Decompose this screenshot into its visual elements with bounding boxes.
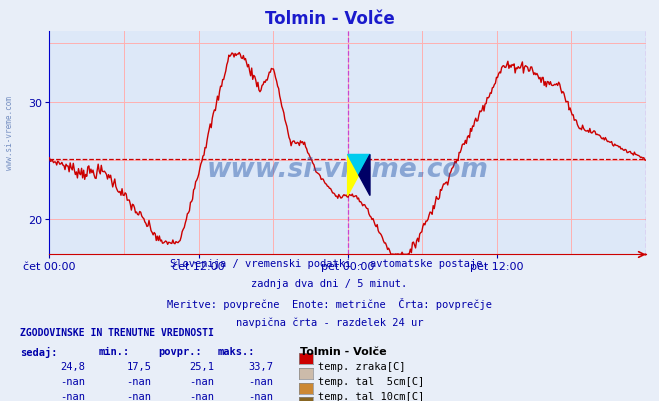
Text: -nan: -nan <box>248 391 273 401</box>
Text: min.:: min.: <box>99 346 130 356</box>
Text: www.si-vreme.com: www.si-vreme.com <box>5 95 14 169</box>
Text: 24,8: 24,8 <box>61 361 86 371</box>
Text: sedaj:: sedaj: <box>20 346 57 357</box>
Text: Tolmin - Volče: Tolmin - Volče <box>300 346 386 356</box>
Text: www.si-vreme.com: www.si-vreme.com <box>207 157 488 183</box>
Polygon shape <box>348 155 358 196</box>
Text: -nan: -nan <box>248 376 273 386</box>
Text: -nan: -nan <box>61 376 86 386</box>
Text: Tolmin - Volče: Tolmin - Volče <box>265 10 394 28</box>
Text: temp. tal 10cm[C]: temp. tal 10cm[C] <box>318 391 424 401</box>
Text: 25,1: 25,1 <box>189 361 214 371</box>
Polygon shape <box>348 155 370 176</box>
Text: temp. tal  5cm[C]: temp. tal 5cm[C] <box>318 376 424 386</box>
Text: 17,5: 17,5 <box>127 361 152 371</box>
Text: zadnja dva dni / 5 minut.: zadnja dva dni / 5 minut. <box>251 278 408 288</box>
Text: ZGODOVINSKE IN TRENUTNE VREDNOSTI: ZGODOVINSKE IN TRENUTNE VREDNOSTI <box>20 327 214 337</box>
Text: -nan: -nan <box>189 376 214 386</box>
Text: Meritve: povprečne  Enote: metrične  Črta: povprečje: Meritve: povprečne Enote: metrične Črta:… <box>167 297 492 309</box>
Text: temp. zraka[C]: temp. zraka[C] <box>318 361 406 371</box>
Text: -nan: -nan <box>127 376 152 386</box>
Text: -nan: -nan <box>127 391 152 401</box>
Polygon shape <box>358 155 370 196</box>
Text: maks.:: maks.: <box>217 346 255 356</box>
Text: povpr.:: povpr.: <box>158 346 202 356</box>
Text: -nan: -nan <box>61 391 86 401</box>
Text: navpična črta - razdelek 24 ur: navpična črta - razdelek 24 ur <box>236 316 423 327</box>
Text: 33,7: 33,7 <box>248 361 273 371</box>
Text: Slovenija / vremenski podatki - avtomatske postaje.: Slovenija / vremenski podatki - avtomats… <box>170 259 489 269</box>
Text: -nan: -nan <box>189 391 214 401</box>
